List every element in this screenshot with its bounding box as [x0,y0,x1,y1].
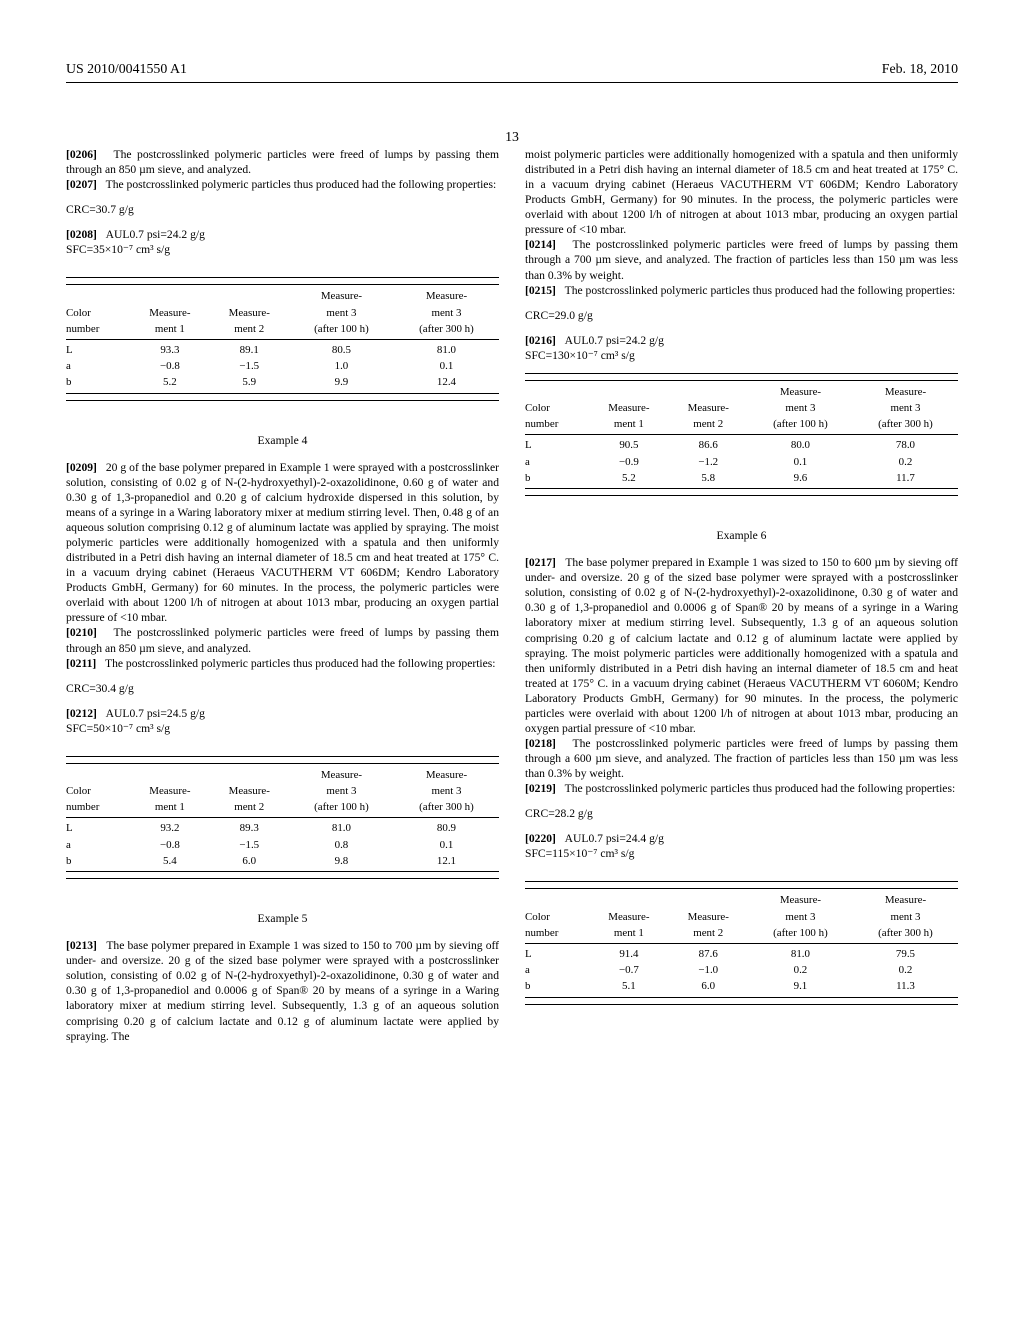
para-num: [0220] [525,832,556,845]
para-num: [0213] [66,939,97,952]
para-0208: [0208] AUL0.7 psi=24.2 g/g [66,227,499,242]
para-text: The postcrosslinked polymeric particles … [525,238,958,281]
th: ment 1 [130,321,209,340]
para-0210: [0210] The postcrosslinked polymeric par… [66,625,499,655]
crc-line: CRC=29.0 g/g [525,308,958,323]
sfc-line: SFC=130×10⁻⁷ cm³ s/g [525,348,958,363]
th: ment 3 [394,305,499,321]
table-row: b5.46.09.812.1 [66,853,499,872]
th: Measure- [130,305,209,321]
th: number [66,321,130,340]
para-text: The postcrosslinked polymeric particles … [565,284,956,297]
para-num: [0218] [525,737,556,750]
color-table-4: Measure- Measure- Color Measure- Measure… [66,763,499,872]
th: Measure- [394,285,499,305]
sfc-line: SFC=35×10⁻⁷ cm³ s/g [66,242,499,257]
example-6-title: Example 6 [525,528,958,543]
para-num: [0216] [525,334,556,347]
para-0214: [0214] The postcrosslinked polymeric par… [525,237,958,282]
para-0209: [0209] 20 g of the base polymer prepared… [66,460,499,626]
table-row: a−0.7−1.00.20.2 [525,962,958,978]
para-num: [0217] [525,556,556,569]
color-table-5: Measure- Measure- Color Measure- Measure… [525,380,958,489]
color-table-3: Measure- Measure- Color Measure- Measure… [66,284,499,393]
para-num: [0208] [66,228,97,241]
page-number: 13 [505,128,519,146]
para-0216: [0216] AUL0.7 psi=24.2 g/g [525,333,958,348]
para-num: [0214] [525,238,556,251]
table-row: b5.25.99.912.4 [66,374,499,393]
para-text: The base polymer prepared in Example 1 w… [66,939,499,1042]
publication-date: Feb. 18, 2010 [882,60,958,78]
para-0212: [0212] AUL0.7 psi=24.5 g/g [66,706,499,721]
sfc-line: SFC=50×10⁻⁷ cm³ s/g [66,721,499,736]
table-row: b5.25.89.611.7 [525,470,958,489]
para-0213: [0213] The base polymer prepared in Exam… [66,938,499,1043]
left-column: [0206] The postcrosslinked polymeric par… [66,147,499,1044]
th: ment 2 [210,321,289,340]
crc-line: CRC=30.7 g/g [66,202,499,217]
para-text: The postcrosslinked polymeric particles … [106,178,497,191]
table-row: a−0.8−1.50.80.1 [66,837,499,853]
para-text: AUL0.7 psi=24.2 g/g [565,334,664,347]
para-num: [0219] [525,782,556,795]
para-0217: [0217] The base polymer prepared in Exam… [525,555,958,736]
crc-line: CRC=30.4 g/g [66,681,499,696]
table-row: b5.16.09.111.3 [525,978,958,997]
para-text: The base polymer prepared in Example 1 w… [525,556,958,735]
right-column: moist polymeric particles were additiona… [525,147,958,1044]
para-num: [0211] [66,657,96,670]
para-0207: [0207] The postcrosslinked polymeric par… [66,177,499,192]
th: Measure- [289,285,394,305]
para-0213-cont: moist polymeric particles were additiona… [525,147,958,237]
para-0220: [0220] AUL0.7 psi=24.4 g/g [525,831,958,846]
para-num: [0206] [66,148,97,161]
th: Measure- [210,305,289,321]
para-text: 20 g of the base polymer prepared in Exa… [66,461,499,625]
para-text: The postcrosslinked polymeric particles … [66,148,499,176]
para-text: The postcrosslinked polymeric particles … [525,737,958,780]
para-0211: [0211] The postcrosslinked polymeric par… [66,656,499,671]
sfc-line: SFC=115×10⁻⁷ cm³ s/g [525,846,958,861]
th: (after 300 h) [394,321,499,340]
para-text: The postcrosslinked polymeric particles … [105,657,496,670]
table-row: a−0.8−1.51.00.1 [66,358,499,374]
th: (after 100 h) [289,321,394,340]
crc-line: CRC=28.2 g/g [525,806,958,821]
page-header: US 2010/0041550 A1 Feb. 18, 2010 [66,60,958,83]
para-text: The postcrosslinked polymeric particles … [565,782,956,795]
para-text: AUL0.7 psi=24.5 g/g [106,707,205,720]
color-table-6: Measure- Measure- Color Measure- Measure… [525,888,958,997]
para-text: AUL0.7 psi=24.4 g/g [565,832,664,845]
para-0218: [0218] The postcrosslinked polymeric par… [525,736,958,781]
example-4-title: Example 4 [66,433,499,448]
table-row: L93.289.381.080.9 [66,818,499,837]
para-num: [0209] [66,461,97,474]
para-0206: [0206] The postcrosslinked polymeric par… [66,147,499,177]
para-text: The postcrosslinked polymeric particles … [66,626,499,654]
para-num: [0212] [66,707,97,720]
table-row: L91.487.681.079.5 [525,944,958,963]
example-5-title: Example 5 [66,911,499,926]
publication-number: US 2010/0041550 A1 [66,60,187,78]
table-row: L93.389.180.581.0 [66,340,499,359]
para-0219: [0219] The postcrosslinked polymeric par… [525,781,958,796]
para-num: [0210] [66,626,97,639]
para-num: [0215] [525,284,556,297]
para-num: [0207] [66,178,97,191]
para-text: AUL0.7 psi=24.2 g/g [106,228,205,241]
two-column-body: [0206] The postcrosslinked polymeric par… [66,147,958,1044]
para-0215: [0215] The postcrosslinked polymeric par… [525,283,958,298]
table-row: a−0.9−1.20.10.2 [525,454,958,470]
table-row: L90.586.680.078.0 [525,435,958,454]
th: ment 3 [289,305,394,321]
th: Color [66,305,130,321]
